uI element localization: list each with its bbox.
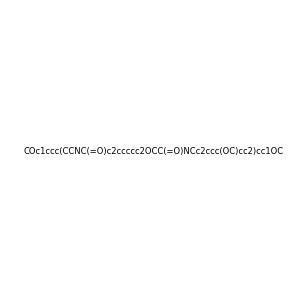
Text: COc1ccc(CCNC(=O)c2ccccc2OCC(=O)NCc2ccc(OC)cc2)cc1OC: COc1ccc(CCNC(=O)c2ccccc2OCC(=O)NCc2ccc(O… (24, 147, 284, 156)
